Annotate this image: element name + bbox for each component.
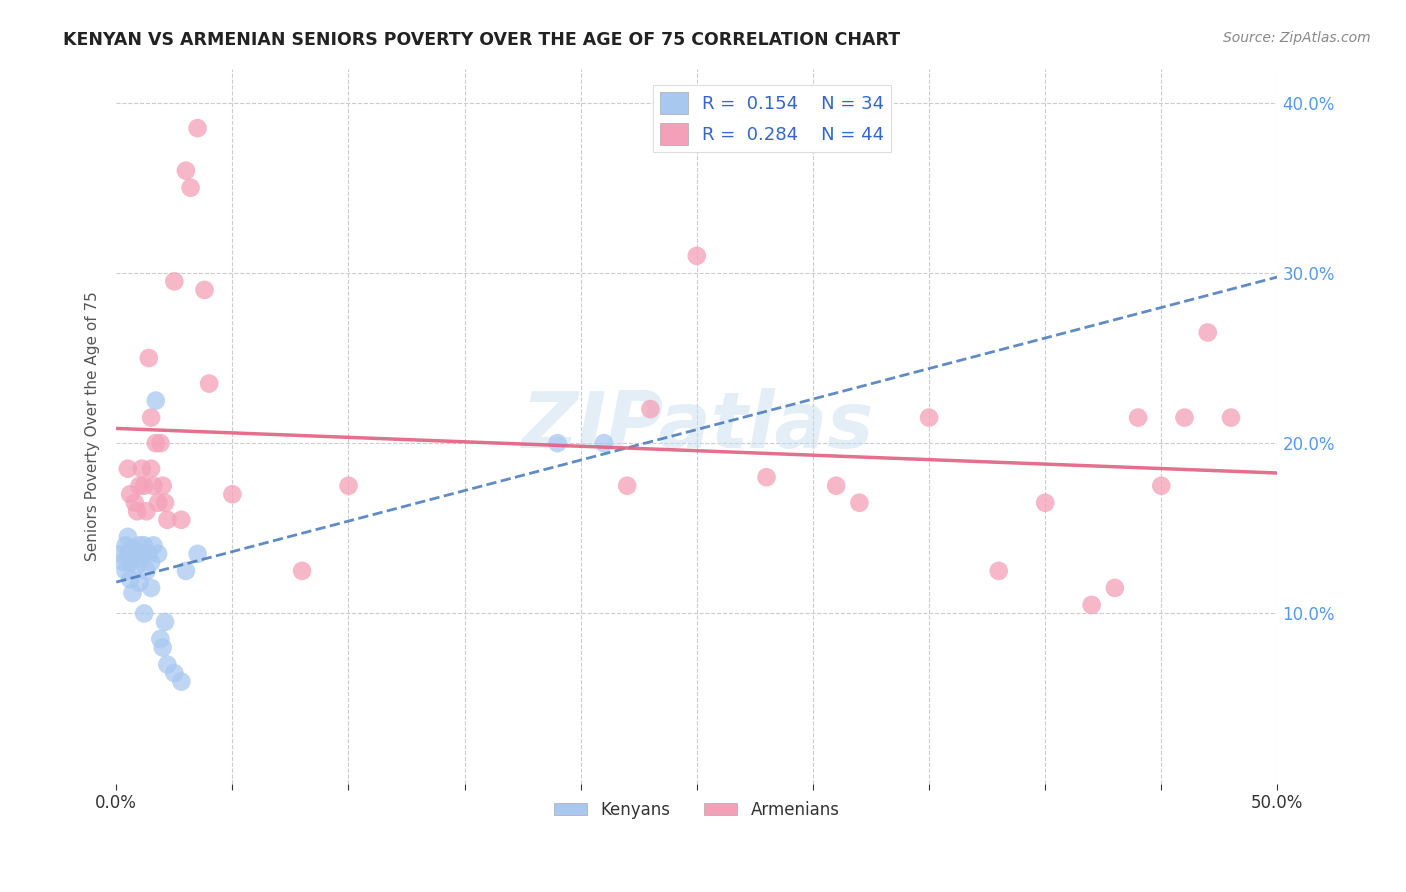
Point [1197,326,1219,340]
Point [174,163,197,178]
Point [1220,410,1243,425]
Point [117,461,139,475]
Y-axis label: Seniors Poverty Over the Age of 75: Seniors Poverty Over the Age of 75 [86,292,100,561]
Point [755,470,778,484]
Point [117,530,139,544]
Point [134,538,156,552]
Point [149,632,172,646]
Legend: Kenyans, Armenians: Kenyans, Armenians [547,794,846,825]
Point [918,410,941,425]
Point [139,410,162,425]
Point [128,538,150,552]
Point [153,496,176,510]
Point [135,564,157,578]
Point [1033,496,1056,510]
Point [1126,410,1149,425]
Point [848,496,870,510]
Point [825,479,848,493]
Point [187,121,209,136]
Point [120,555,142,569]
Point [291,564,314,578]
Point [174,564,197,578]
Point [145,393,167,408]
Point [146,547,169,561]
Point [128,575,150,590]
Point [145,436,167,450]
Point [156,657,179,672]
Point [163,274,186,288]
Point [1080,598,1102,612]
Point [1104,581,1126,595]
Point [153,615,176,629]
Point [121,586,143,600]
Point [110,547,132,561]
Point [121,541,143,556]
Text: KENYAN VS ARMENIAN SENIORS POVERTY OVER THE AGE OF 75 CORRELATION CHART: KENYAN VS ARMENIAN SENIORS POVERTY OVER … [63,31,900,49]
Text: Source: ZipAtlas.com: Source: ZipAtlas.com [1223,31,1371,45]
Point [139,461,162,475]
Point [127,504,149,518]
Point [128,479,150,493]
Point [1150,479,1173,493]
Point [616,479,638,493]
Point [114,538,136,552]
Point [117,547,139,561]
Point [131,461,153,475]
Point [114,564,136,578]
Point [686,249,709,263]
Point [163,666,186,681]
Point [138,547,160,561]
Point [640,402,662,417]
Point [142,479,165,493]
Point [124,496,146,510]
Point [987,564,1010,578]
Point [337,479,360,493]
Point [134,607,156,621]
Point [221,487,243,501]
Point [142,538,165,552]
Point [127,558,149,573]
Point [180,180,202,194]
Point [124,552,146,566]
Point [131,547,153,561]
Point [139,581,162,595]
Point [156,513,179,527]
Point [198,376,221,391]
Point [187,547,209,561]
Point [152,479,174,493]
Point [139,555,162,569]
Point [593,436,616,450]
Text: ZIPatlas: ZIPatlas [520,388,873,464]
Point [193,283,215,297]
Point [170,674,193,689]
Point [170,513,193,527]
Point [138,351,160,365]
Point [1173,410,1195,425]
Point [134,479,156,493]
Point [120,573,142,587]
Point [112,555,135,569]
Point [135,504,157,518]
Point [152,640,174,655]
Point [146,496,169,510]
Point [120,487,142,501]
Point [547,436,569,450]
Point [149,436,172,450]
